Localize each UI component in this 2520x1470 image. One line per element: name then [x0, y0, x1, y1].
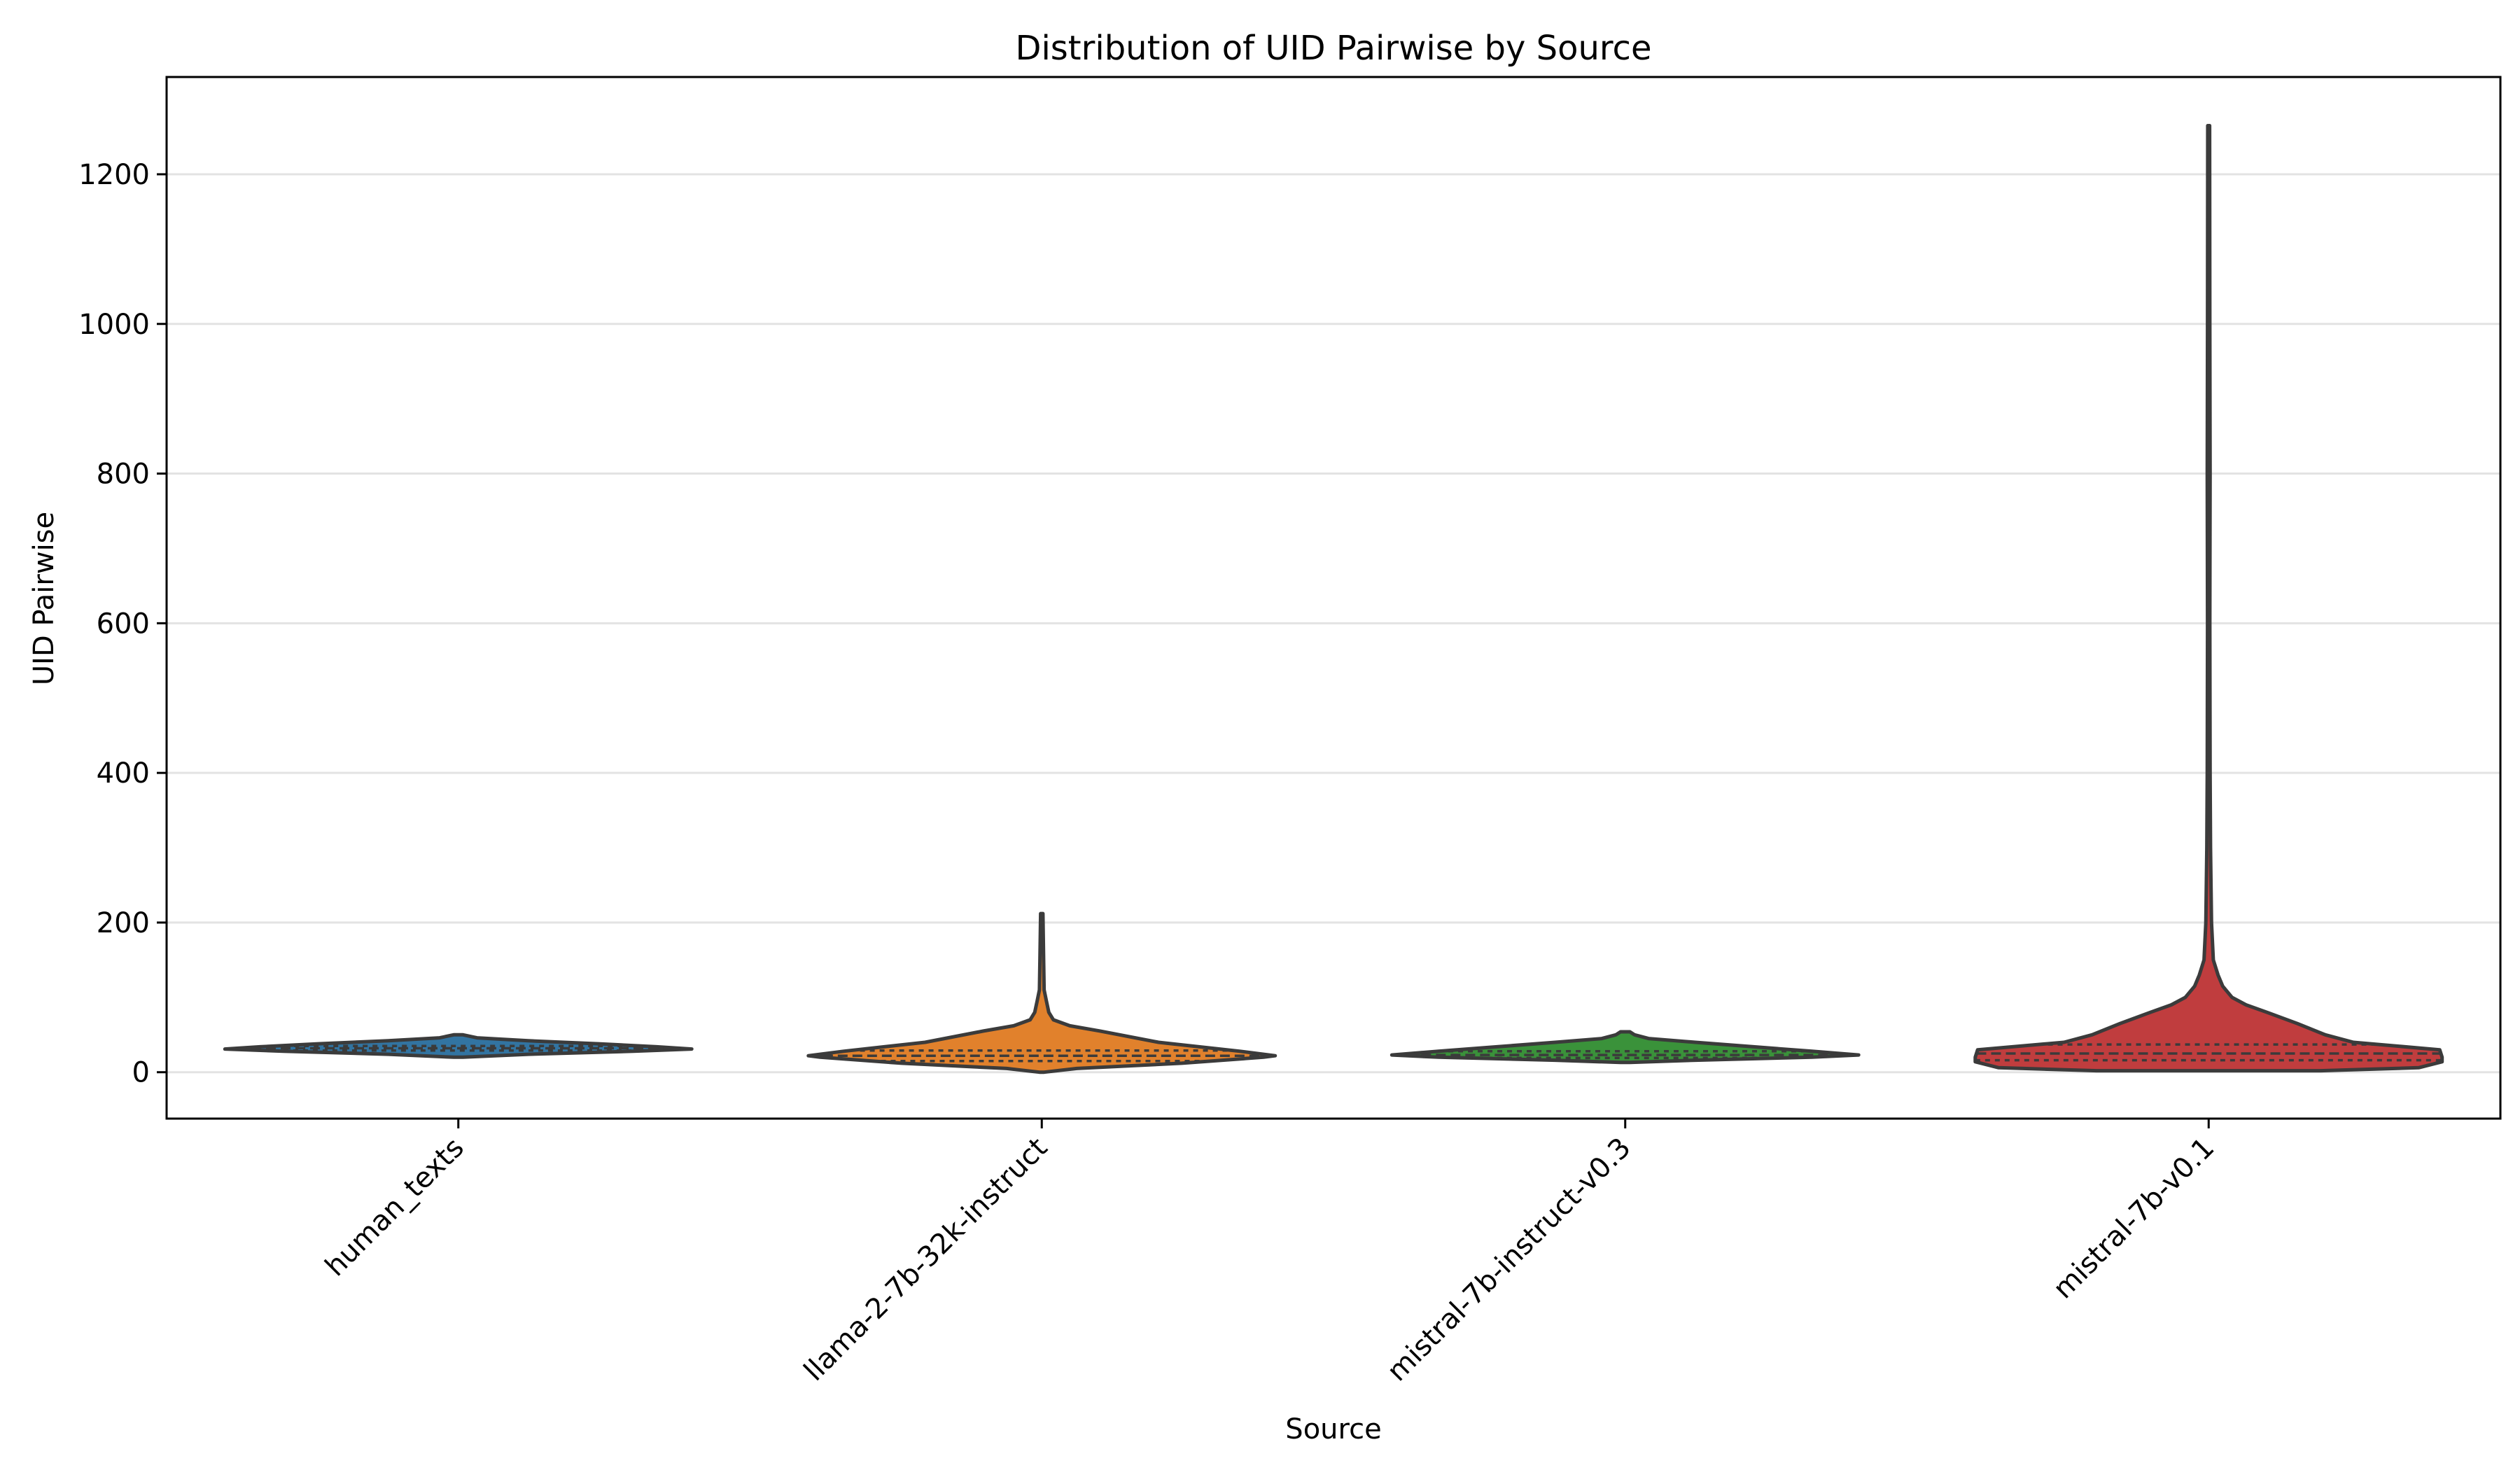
y-axis-ticks: 0 200 400 600 800 1000 1200 — [78, 159, 167, 1089]
violin-human_texts — [223, 1032, 694, 1059]
y-tick-label: 800 — [97, 458, 150, 491]
y-tick-label: 600 — [97, 608, 150, 640]
violin-mistral-7b-instruct-v0.3 — [1390, 1030, 1861, 1065]
violin-llama-2-7b-32k-instruct — [806, 911, 1278, 1074]
grid-lines — [167, 173, 2500, 1074]
plot-frame — [165, 76, 2502, 1120]
y-tick-label: 1200 — [78, 159, 150, 191]
y-tick-label: 1000 — [78, 309, 150, 341]
violin-mistral-7b-v0.1 — [1973, 124, 2444, 1073]
chart-title: Distribution of UID Pairwise by Source — [1016, 29, 1652, 68]
y-axis-label: UID Pairwise — [28, 512, 60, 685]
x-axis-label: Source — [1285, 1413, 1381, 1446]
violins — [223, 124, 2444, 1074]
y-tick-label: 400 — [97, 757, 150, 790]
y-tick-label: 200 — [97, 907, 150, 939]
y-tick-label: 0 — [132, 1057, 150, 1089]
